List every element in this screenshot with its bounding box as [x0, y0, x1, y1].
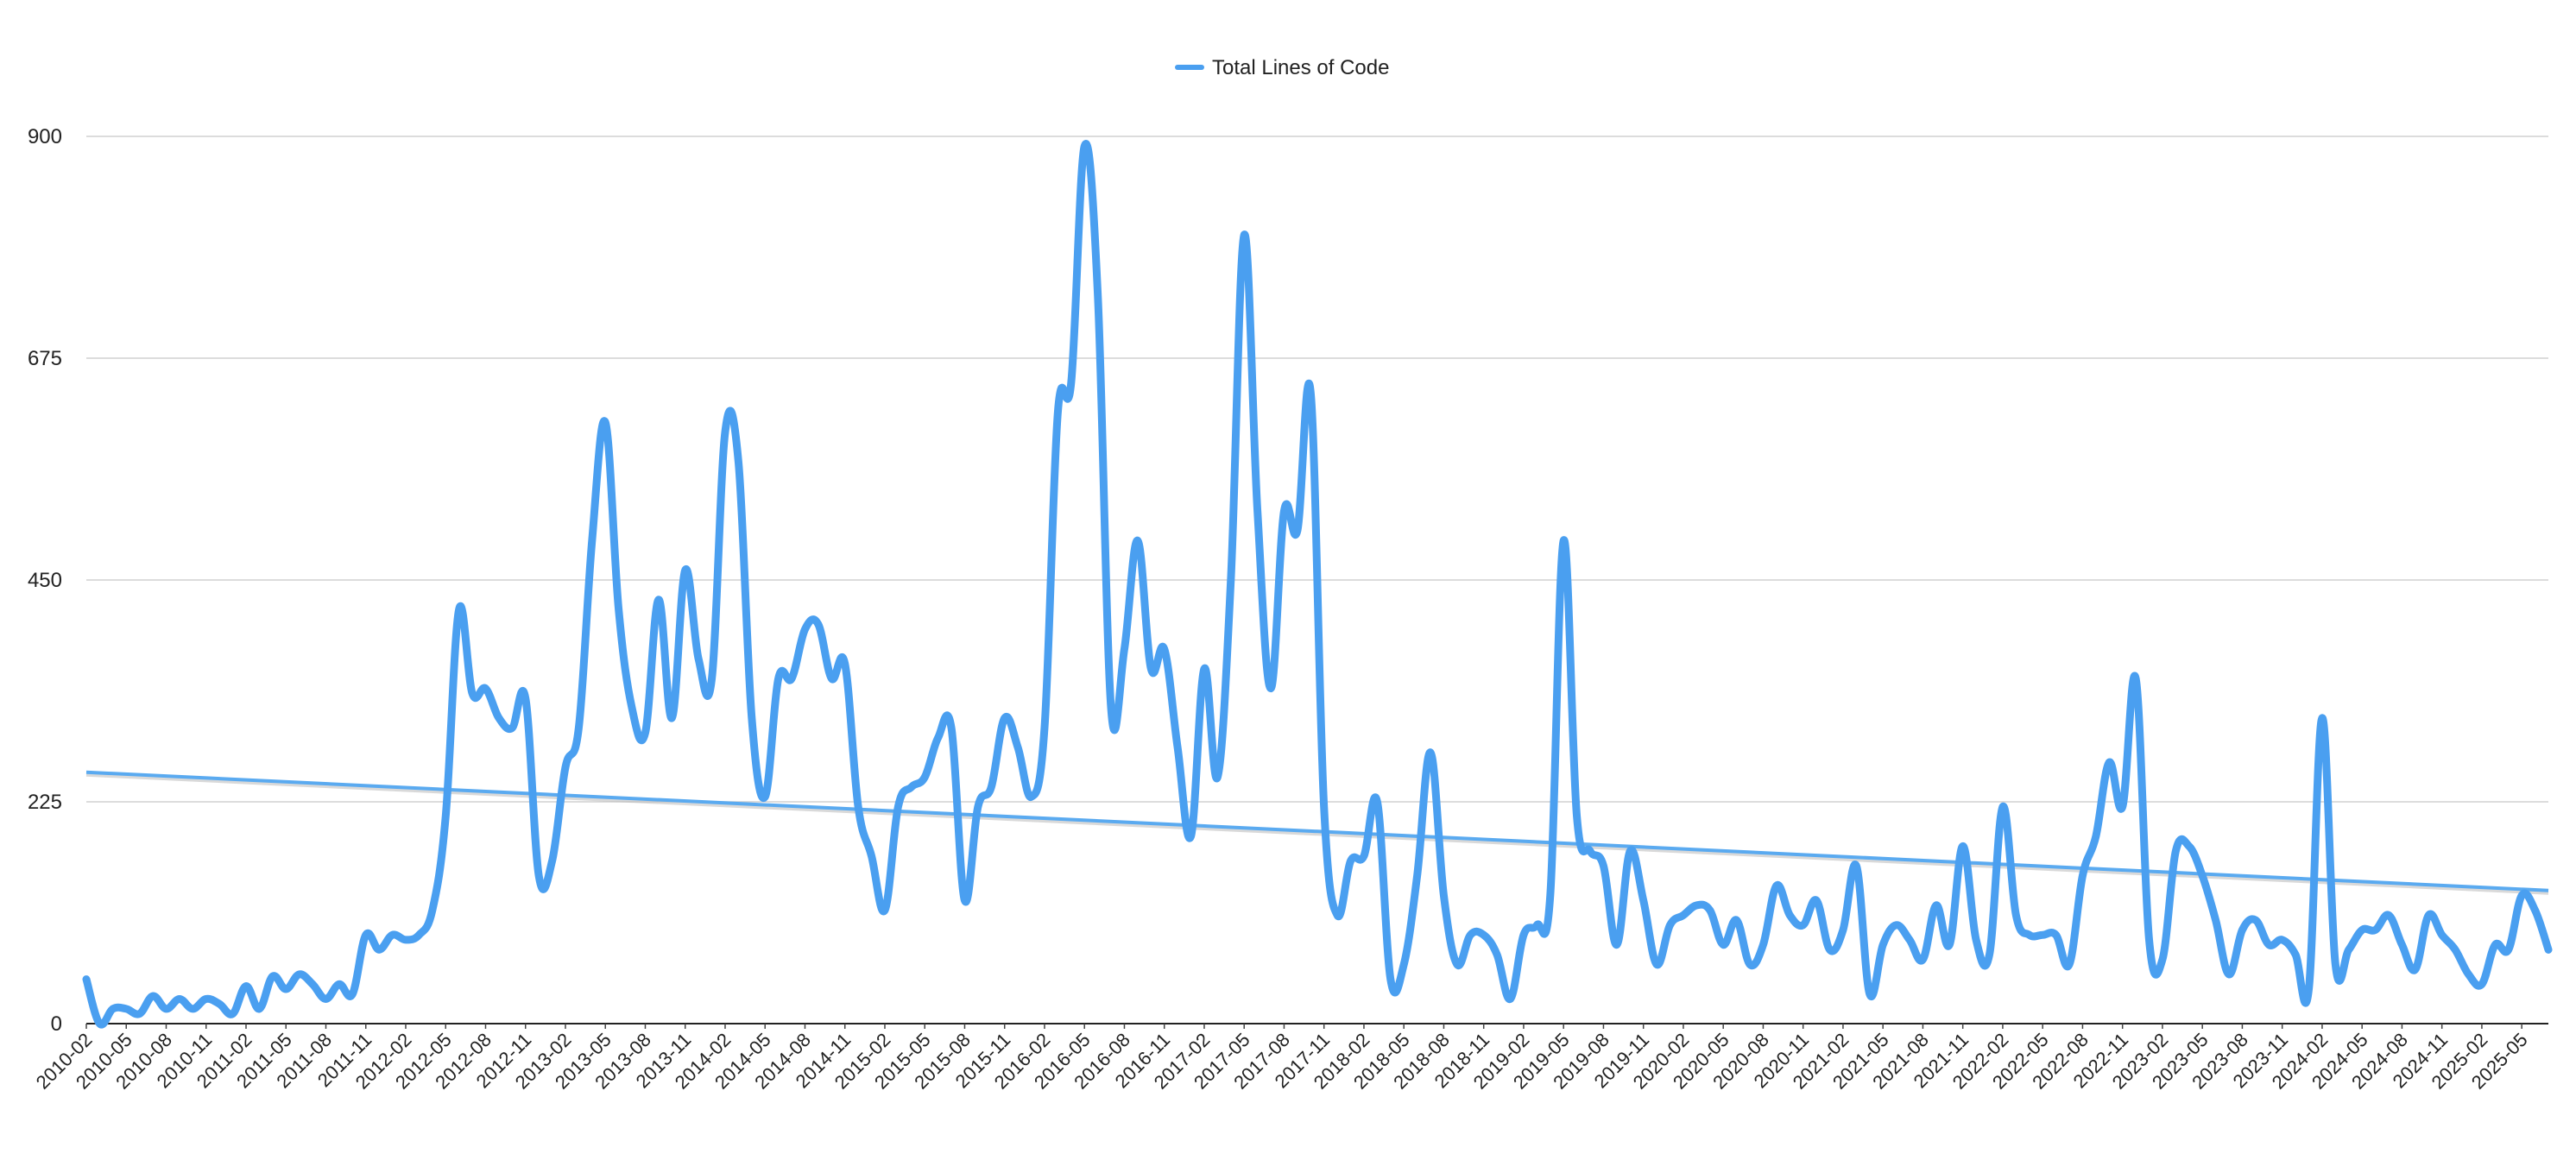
y-tick-label: 225: [28, 791, 62, 814]
x-axis: 2010-022010-052010-082010-112011-022011-…: [32, 1024, 2532, 1094]
y-tick-label: 900: [28, 125, 62, 148]
trendline-shadow: [85, 772, 2549, 895]
legend[interactable]: Total Lines of Code: [1175, 56, 1389, 79]
gridlines: [86, 136, 2548, 1024]
y-tick-label: 450: [28, 569, 62, 592]
series-line-total-lines-of-code: [82, 140, 2553, 1029]
y-axis: 0 225 450 675 900: [28, 125, 62, 1036]
series-layer: [82, 140, 2553, 1029]
legend-label: Total Lines of Code: [1212, 56, 1389, 79]
y-tick-label: 0: [51, 1012, 62, 1036]
trendline: [85, 770, 2549, 892]
y-tick-label: 675: [28, 347, 62, 370]
